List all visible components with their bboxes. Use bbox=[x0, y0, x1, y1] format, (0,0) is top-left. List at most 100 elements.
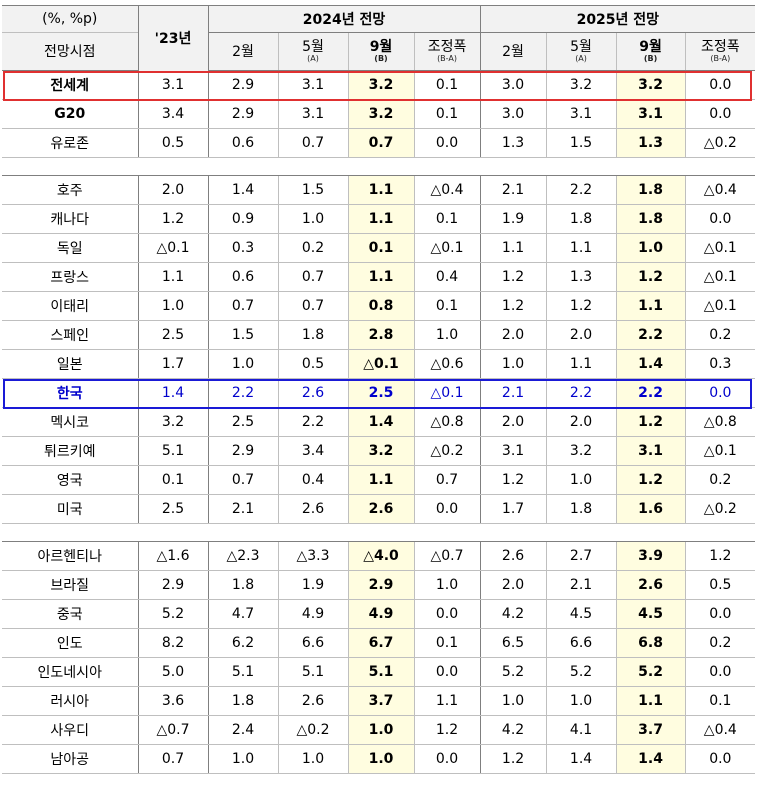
value-cell: 0.1 bbox=[413, 70, 481, 100]
value-cell: 5.1 bbox=[347, 657, 414, 687]
value-cell: 0.3 bbox=[684, 349, 756, 379]
value-cell: 0.8 bbox=[347, 291, 414, 321]
country-name: G20 bbox=[2, 99, 138, 129]
value-cell: 2.5 bbox=[137, 494, 208, 524]
value-cell: 0.7 bbox=[207, 465, 278, 495]
country-name: 캐나다 bbox=[2, 204, 138, 234]
value-cell: 0.0 bbox=[413, 128, 481, 158]
value-cell: 3.1 bbox=[277, 70, 348, 100]
value-cell: 0.2 bbox=[684, 465, 756, 495]
country-name: 유로존 bbox=[2, 128, 138, 158]
value-cell: 1.9 bbox=[479, 204, 547, 234]
country-name: 사우디 bbox=[2, 715, 138, 745]
value-cell: 1.8 bbox=[207, 570, 278, 600]
value-cell: 4.9 bbox=[277, 599, 348, 629]
value-cell: 4.9 bbox=[347, 599, 414, 629]
country-name: 러시아 bbox=[2, 686, 138, 716]
table-row: 스페인 2.5 1.5 1.8 2.8 1.0 2.0 2.0 2.2 0.2 bbox=[2, 320, 756, 350]
value-cell: 6.6 bbox=[545, 628, 617, 658]
year-2023-header: '23년 bbox=[137, 5, 208, 71]
value-cell: 0.0 bbox=[413, 494, 481, 524]
value-cell: 1.1 bbox=[545, 349, 617, 379]
subheader-note: (A) bbox=[307, 54, 319, 63]
value-cell: 1.1 bbox=[347, 465, 414, 495]
value-cell: 1.5 bbox=[277, 175, 348, 205]
growth-forecast-table: (%, %p) '23년 2024년 전망 2025년 전망 전망시점 2월 5월… bbox=[2, 5, 756, 774]
value-cell: 0.0 bbox=[684, 378, 756, 408]
value-cell: 0.7 bbox=[277, 262, 348, 292]
table-row: 멕시코 3.2 2.5 2.2 1.4 △0.8 2.0 2.0 1.2 △0.8 bbox=[2, 407, 756, 437]
value-cell: 0.7 bbox=[137, 744, 208, 774]
value-cell: 0.7 bbox=[347, 128, 414, 158]
value-cell: 3.2 bbox=[347, 436, 414, 466]
subheader-label: 9월 bbox=[639, 39, 662, 55]
value-cell: △0.7 bbox=[137, 715, 208, 745]
value-cell: 0.1 bbox=[413, 628, 481, 658]
value-cell: △0.1 bbox=[413, 378, 481, 408]
value-cell: 0.1 bbox=[347, 233, 414, 263]
value-cell: 2.5 bbox=[137, 320, 208, 350]
value-cell: 2.2 bbox=[207, 378, 278, 408]
value-cell: 1.3 bbox=[545, 262, 617, 292]
subheader-label: 9월 bbox=[369, 39, 393, 55]
table-row: 일본 1.7 1.0 0.5 △0.1 △0.6 1.0 1.1 1.4 0.3 bbox=[2, 349, 756, 379]
value-cell: △0.1 bbox=[413, 233, 481, 263]
value-cell: 3.7 bbox=[347, 686, 414, 716]
value-cell: 1.0 bbox=[137, 291, 208, 321]
value-cell: 0.2 bbox=[684, 628, 756, 658]
value-cell: 3.4 bbox=[137, 99, 208, 129]
value-cell: 2.6 bbox=[277, 686, 348, 716]
value-cell: 1.0 bbox=[479, 349, 547, 379]
value-cell: 0.0 bbox=[684, 599, 756, 629]
value-cell: 1.5 bbox=[207, 320, 278, 350]
value-cell: 2.8 bbox=[347, 320, 414, 350]
table-row: 남아공 0.7 1.0 1.0 1.0 0.0 1.2 1.4 1.4 0.0 bbox=[2, 744, 756, 774]
value-cell: 3.2 bbox=[545, 436, 617, 466]
value-cell: 1.0 bbox=[347, 715, 414, 745]
table-row: 인도 8.2 6.2 6.6 6.7 0.1 6.5 6.6 6.8 0.2 bbox=[2, 628, 756, 658]
subheader-label: 2월 bbox=[502, 43, 524, 60]
country-name: 이태리 bbox=[2, 291, 138, 321]
subheader-label: 조정폭 bbox=[701, 39, 740, 55]
value-cell: 3.2 bbox=[347, 99, 414, 129]
table-row: 독일 △0.1 0.3 0.2 0.1 △0.1 1.1 1.1 1.0 △0.1 bbox=[2, 233, 756, 263]
value-cell: 5.0 bbox=[137, 657, 208, 687]
value-cell: 3.2 bbox=[137, 407, 208, 437]
value-cell: 1.2 bbox=[615, 262, 686, 292]
value-cell: 1.2 bbox=[479, 291, 547, 321]
value-cell: △0.1 bbox=[347, 349, 414, 379]
value-cell: △3.3 bbox=[277, 541, 348, 571]
subheader-2024-3: 조정폭 (B-A) bbox=[413, 32, 481, 71]
country-name: 아르헨티나 bbox=[2, 541, 138, 571]
value-cell: △0.6 bbox=[413, 349, 481, 379]
value-cell: 1.0 bbox=[277, 744, 348, 774]
value-cell: 1.2 bbox=[413, 715, 481, 745]
value-cell: 1.1 bbox=[615, 291, 686, 321]
value-cell: 3.0 bbox=[479, 99, 547, 129]
value-cell: 2.0 bbox=[479, 320, 547, 350]
value-cell: 1.0 bbox=[207, 349, 278, 379]
value-cell: 5.1 bbox=[207, 657, 278, 687]
table-row: 이태리 1.0 0.7 0.7 0.8 0.1 1.2 1.2 1.1 △0.1 bbox=[2, 291, 756, 321]
value-cell: 1.1 bbox=[347, 175, 414, 205]
value-cell: 0.5 bbox=[277, 349, 348, 379]
value-cell: △0.2 bbox=[684, 128, 756, 158]
country-name: 튀르키예 bbox=[2, 436, 138, 466]
row-label-header: 전망시점 bbox=[2, 32, 138, 71]
value-cell: △0.1 bbox=[137, 233, 208, 263]
value-cell: 1.0 bbox=[545, 686, 617, 716]
subheader-label: 5월 bbox=[302, 39, 324, 55]
table-row: 사우디 △0.7 2.4 △0.2 1.0 1.2 4.2 4.1 3.7 △0.4 bbox=[2, 715, 756, 745]
table-row: 중국 5.2 4.7 4.9 4.9 0.0 4.2 4.5 4.5 0.0 bbox=[2, 599, 756, 629]
value-cell: 4.1 bbox=[545, 715, 617, 745]
value-cell: 5.2 bbox=[479, 657, 547, 687]
subheader-note: (B) bbox=[374, 54, 388, 63]
value-cell: 0.0 bbox=[413, 599, 481, 629]
value-cell: 2.0 bbox=[545, 407, 617, 437]
forecast-2025-header: 2025년 전망 bbox=[479, 5, 756, 33]
value-cell: 2.6 bbox=[277, 494, 348, 524]
spacer-cell bbox=[2, 524, 755, 542]
value-cell: △0.2 bbox=[413, 436, 481, 466]
subheader-2025-3: 조정폭 (B-A) bbox=[684, 32, 756, 71]
value-cell: 1.4 bbox=[207, 175, 278, 205]
